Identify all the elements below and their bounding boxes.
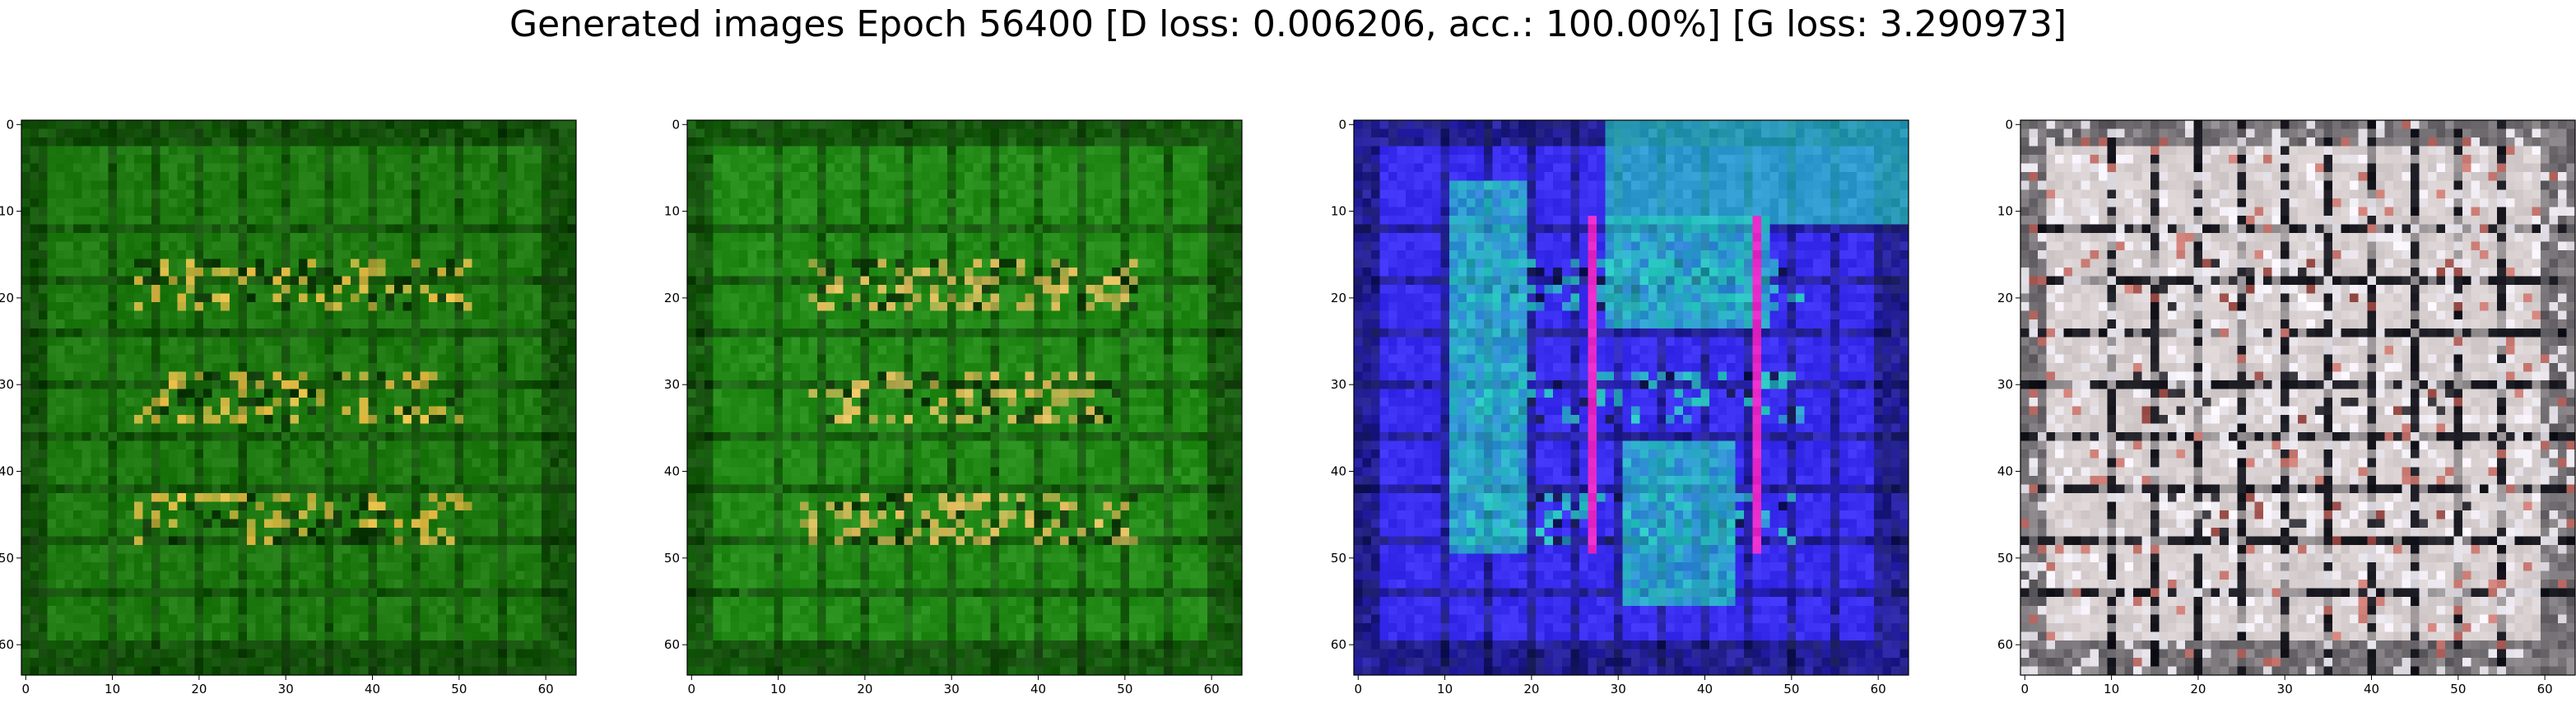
x-tick-label: 0: [687, 682, 695, 696]
y-tick-label: 20: [664, 291, 680, 305]
x-tick-label: 10: [105, 682, 120, 696]
image-axes: 0 10 20 30 40 50 60 0 10 20 30 40 50 60: [1331, 117, 1909, 696]
x-tick-label: 30: [1611, 682, 1626, 696]
generated-image: [21, 120, 576, 675]
y-tick-label: 40: [1331, 464, 1346, 479]
y-tick-label: 10: [664, 204, 680, 219]
y-tick-label: 60: [0, 637, 14, 652]
x-tick-label: 0: [2020, 682, 2029, 696]
y-tick-label: 20: [0, 291, 14, 305]
generated-image-canvas: [1354, 120, 1909, 675]
x-tick-label: 50: [1117, 682, 1132, 696]
x-tick-label: 60: [538, 682, 554, 696]
y-tick-label: 40: [664, 464, 680, 479]
x-tick-label: 60: [2537, 682, 2553, 696]
x-tick-label: 40: [365, 682, 380, 696]
axes-frame: [21, 119, 577, 676]
x-tick-label: 60: [1871, 682, 1886, 696]
x-tick-label: 40: [2364, 682, 2379, 696]
y-tick-label: 0: [6, 117, 14, 132]
x-tick-label: 10: [2104, 682, 2119, 696]
x-tick-label: 30: [944, 682, 960, 696]
x-tick-label: 0: [1354, 682, 1362, 696]
y-tick-label: 10: [1997, 204, 2013, 219]
y-tick-label: 50: [0, 551, 14, 566]
x-tick-label: 50: [1783, 682, 1799, 696]
image-axes: 0 10 20 30 40 50 60 0 10 20 30 40 50 60: [1997, 117, 2576, 696]
x-tick-label: 10: [1437, 682, 1453, 696]
generated-image-canvas: [21, 120, 576, 675]
x-tick-label: 30: [278, 682, 294, 696]
x-tick-label: 10: [770, 682, 786, 696]
figure-title: Generated images Epoch 56400 [D loss: 0.…: [509, 3, 2067, 45]
x-tick-label: 50: [451, 682, 467, 696]
x-tick-label: 40: [1697, 682, 1713, 696]
y-tick-label: 20: [1331, 291, 1346, 305]
y-tick-label: 30: [664, 377, 680, 392]
generated-image: [2020, 120, 2575, 675]
generated-image: [1354, 120, 1909, 675]
y-tick-label: 50: [664, 551, 680, 566]
y-tick-label: 0: [2005, 117, 2013, 132]
y-tick-label: 30: [1331, 377, 1346, 392]
x-tick-label: 20: [191, 682, 207, 696]
x-tick-label: 0: [21, 682, 30, 696]
axes-frame: [2020, 119, 2576, 676]
x-tick-label: 20: [1523, 682, 1539, 696]
y-tick-label: 60: [1331, 637, 1346, 652]
y-tick-label: 40: [1997, 464, 2013, 479]
x-tick-label: 20: [2190, 682, 2206, 696]
axes-frame: [686, 119, 1243, 676]
y-tick-label: 20: [1997, 291, 2013, 305]
x-tick-label: 30: [2277, 682, 2293, 696]
x-tick-label: 20: [857, 682, 872, 696]
axes-frame: [1353, 119, 1909, 676]
x-tick-label: 50: [2450, 682, 2466, 696]
y-tick-label: 0: [672, 117, 680, 132]
x-tick-label: 40: [1030, 682, 1046, 696]
generated-image-canvas: [687, 120, 1242, 675]
generated-image: [687, 120, 1242, 675]
y-tick-label: 50: [1331, 551, 1346, 566]
y-tick-label: 60: [1997, 637, 2013, 652]
y-tick-label: 30: [0, 377, 14, 392]
y-tick-label: 50: [1997, 551, 2013, 566]
x-tick-label: 60: [1204, 682, 1220, 696]
image-axes: 0 10 20 30 40 50 60 0 10 20 30 40 50 60: [664, 117, 1243, 696]
y-tick-label: 40: [0, 464, 14, 479]
y-tick-label: 10: [1331, 204, 1346, 219]
y-tick-label: 30: [1997, 377, 2013, 392]
y-tick-label: 60: [664, 637, 680, 652]
image-axes: 0 10 20 30 40 50 60 0 10 20 30 40 50 60: [0, 117, 577, 696]
y-tick-label: 10: [0, 204, 14, 219]
y-tick-label: 0: [1338, 117, 1346, 132]
generated-image-canvas: [2020, 120, 2575, 675]
